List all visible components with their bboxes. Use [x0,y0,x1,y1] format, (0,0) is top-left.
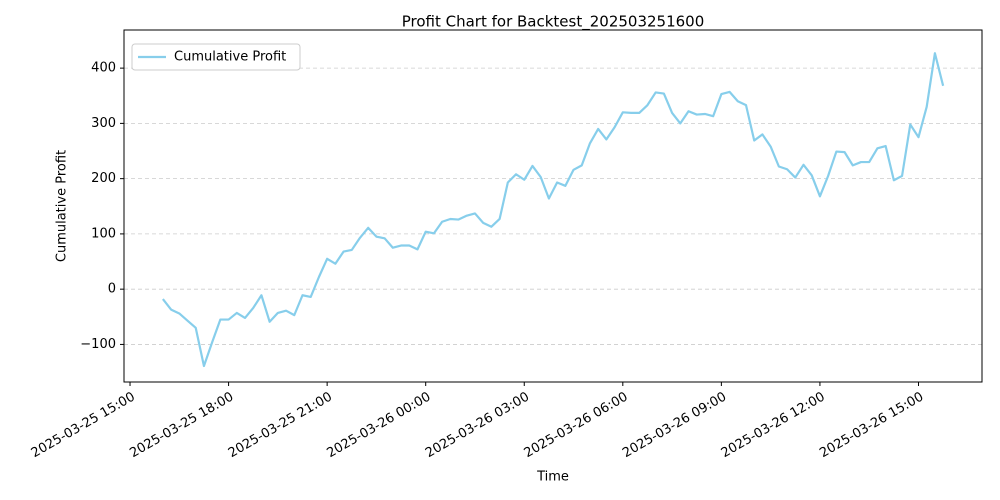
x-tick-label: 2025-03-26 03:00 [423,390,532,462]
x-axis-label: Time [536,470,569,485]
legend-frame [131,43,301,71]
legend: Cumulative Profit [131,43,301,71]
x-tick-label: 2025-03-26 06:00 [522,390,631,462]
x-tick-label: 2025-03-26 09:00 [620,390,729,462]
y-tick-label: −100 [80,337,116,352]
x-tick-label: 2025-03-25 15:00 [29,390,138,462]
y-tick-label: 300 [91,116,116,131]
x-tick-label: 2025-03-25 21:00 [226,390,335,462]
y-tick-label: 400 [91,61,116,76]
legend-label: Cumulative Profit [174,50,286,65]
series-line [162,52,945,368]
x-tick-label: 2025-03-26 12:00 [719,390,828,462]
y-tick-label: 0 [108,282,116,297]
chart-title: Profit Chart for Backtest_202503251600 [402,13,705,32]
y-axis-label: Cumulative Profit [55,150,70,262]
x-tick-label: 2025-03-26 00:00 [324,390,433,462]
y-tick-label: 200 [91,171,116,186]
x-tick-label: 2025-03-25 18:00 [127,390,236,462]
x-tick-label: 2025-03-26 15:00 [817,390,926,462]
plot-frame [123,29,983,383]
y-tick-label: 100 [91,226,116,241]
